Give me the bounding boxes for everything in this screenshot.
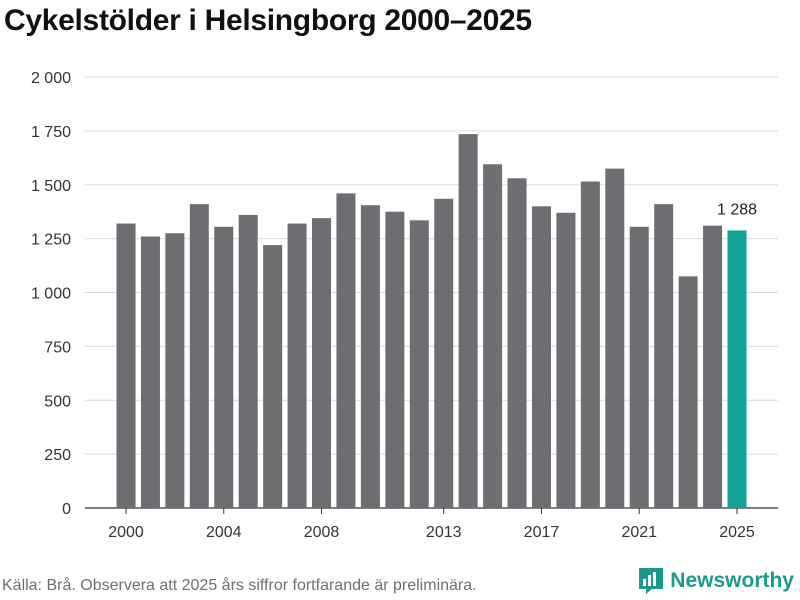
- bar-2007: [287, 223, 307, 509]
- y-tick-label: 0: [62, 501, 71, 518]
- bar-2001: [140, 236, 160, 508]
- data-label: 1 288: [717, 201, 757, 218]
- bar-2005: [238, 214, 258, 509]
- bar-2013: [434, 198, 454, 508]
- y-tick-label: 250: [44, 447, 71, 464]
- x-axis: 2000 2004 2008 2013 2017 2021 2025: [108, 508, 755, 541]
- bar-2002: [165, 233, 185, 509]
- bar-chart: 0 250 500 750 1 000 1 250 1 500 1 750 2 000 2000…: [31, 70, 778, 541]
- bar-2019: [580, 181, 600, 508]
- bar-2010: [360, 205, 380, 508]
- bar-2008: [312, 218, 332, 508]
- y-tick-label: 750: [44, 339, 71, 356]
- bar-chart-logo-icon: [639, 568, 664, 594]
- bar-2006: [263, 245, 283, 508]
- data-labels: 1 288: [717, 201, 757, 218]
- x-tick-label: 2021: [621, 524, 657, 541]
- y-tick-label: 2 000: [31, 70, 71, 87]
- brand-name: Newsworthy: [670, 569, 794, 592]
- bar-2016: [507, 178, 527, 508]
- y-tick-label: 1 000: [31, 286, 71, 303]
- y-tick-label: 1 250: [31, 232, 71, 249]
- bar-2023: [678, 276, 698, 508]
- x-tick-label: 2017: [524, 524, 560, 541]
- bar-2012: [409, 220, 429, 508]
- bar-2018: [556, 212, 576, 508]
- y-tick-label: 1 750: [31, 124, 71, 141]
- bar-2014: [458, 134, 478, 509]
- chart-title: Cykelstölder i Helsingborg 2000–2025: [4, 4, 532, 37]
- bar-2017: [531, 206, 551, 509]
- grid-lines: [85, 76, 778, 509]
- bar-2024: [703, 225, 723, 508]
- x-tick-label: 2000: [108, 524, 144, 541]
- y-tick-label: 1 500: [31, 178, 71, 195]
- bar-2011: [385, 211, 405, 508]
- bar-2022: [654, 204, 674, 508]
- bar-2003: [189, 204, 209, 508]
- y-tick-label: 500: [44, 393, 71, 410]
- brand-logo: Newsworthy: [638, 567, 794, 595]
- x-tick-label: 2004: [206, 524, 242, 541]
- bar-2020: [605, 168, 625, 508]
- bar-2015: [483, 164, 503, 508]
- bar-2004: [214, 226, 234, 508]
- x-tick-label: 2008: [304, 524, 340, 541]
- bar-2025: [727, 230, 747, 508]
- y-axis: 0 250 500 750 1 000 1 250 1 500 1 750 2 000: [31, 70, 71, 518]
- x-tick-label: 2025: [719, 524, 755, 541]
- bars: [116, 134, 747, 509]
- bar-2021: [629, 226, 649, 508]
- bar-2009: [336, 193, 356, 508]
- source-note: Källa: Brå. Observera att 2025 års siffr…: [2, 577, 477, 594]
- x-tick-label: 2013: [426, 524, 462, 541]
- bar-2000: [116, 223, 136, 509]
